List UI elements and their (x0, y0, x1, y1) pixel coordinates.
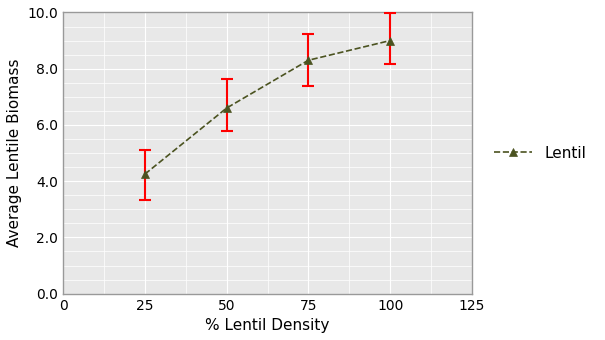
Lentil (141, 172, 148, 176)
X-axis label: % Lentil Density: % Lentil Density (205, 318, 330, 333)
Lentil (305, 58, 312, 62)
Legend: Lentil: Lentil (488, 139, 592, 167)
Lentil (223, 106, 231, 110)
Lentil (387, 38, 394, 42)
Y-axis label: Average Lentile Biomass: Average Lentile Biomass (7, 59, 22, 247)
Line: Lentil: Lentil (141, 36, 394, 178)
